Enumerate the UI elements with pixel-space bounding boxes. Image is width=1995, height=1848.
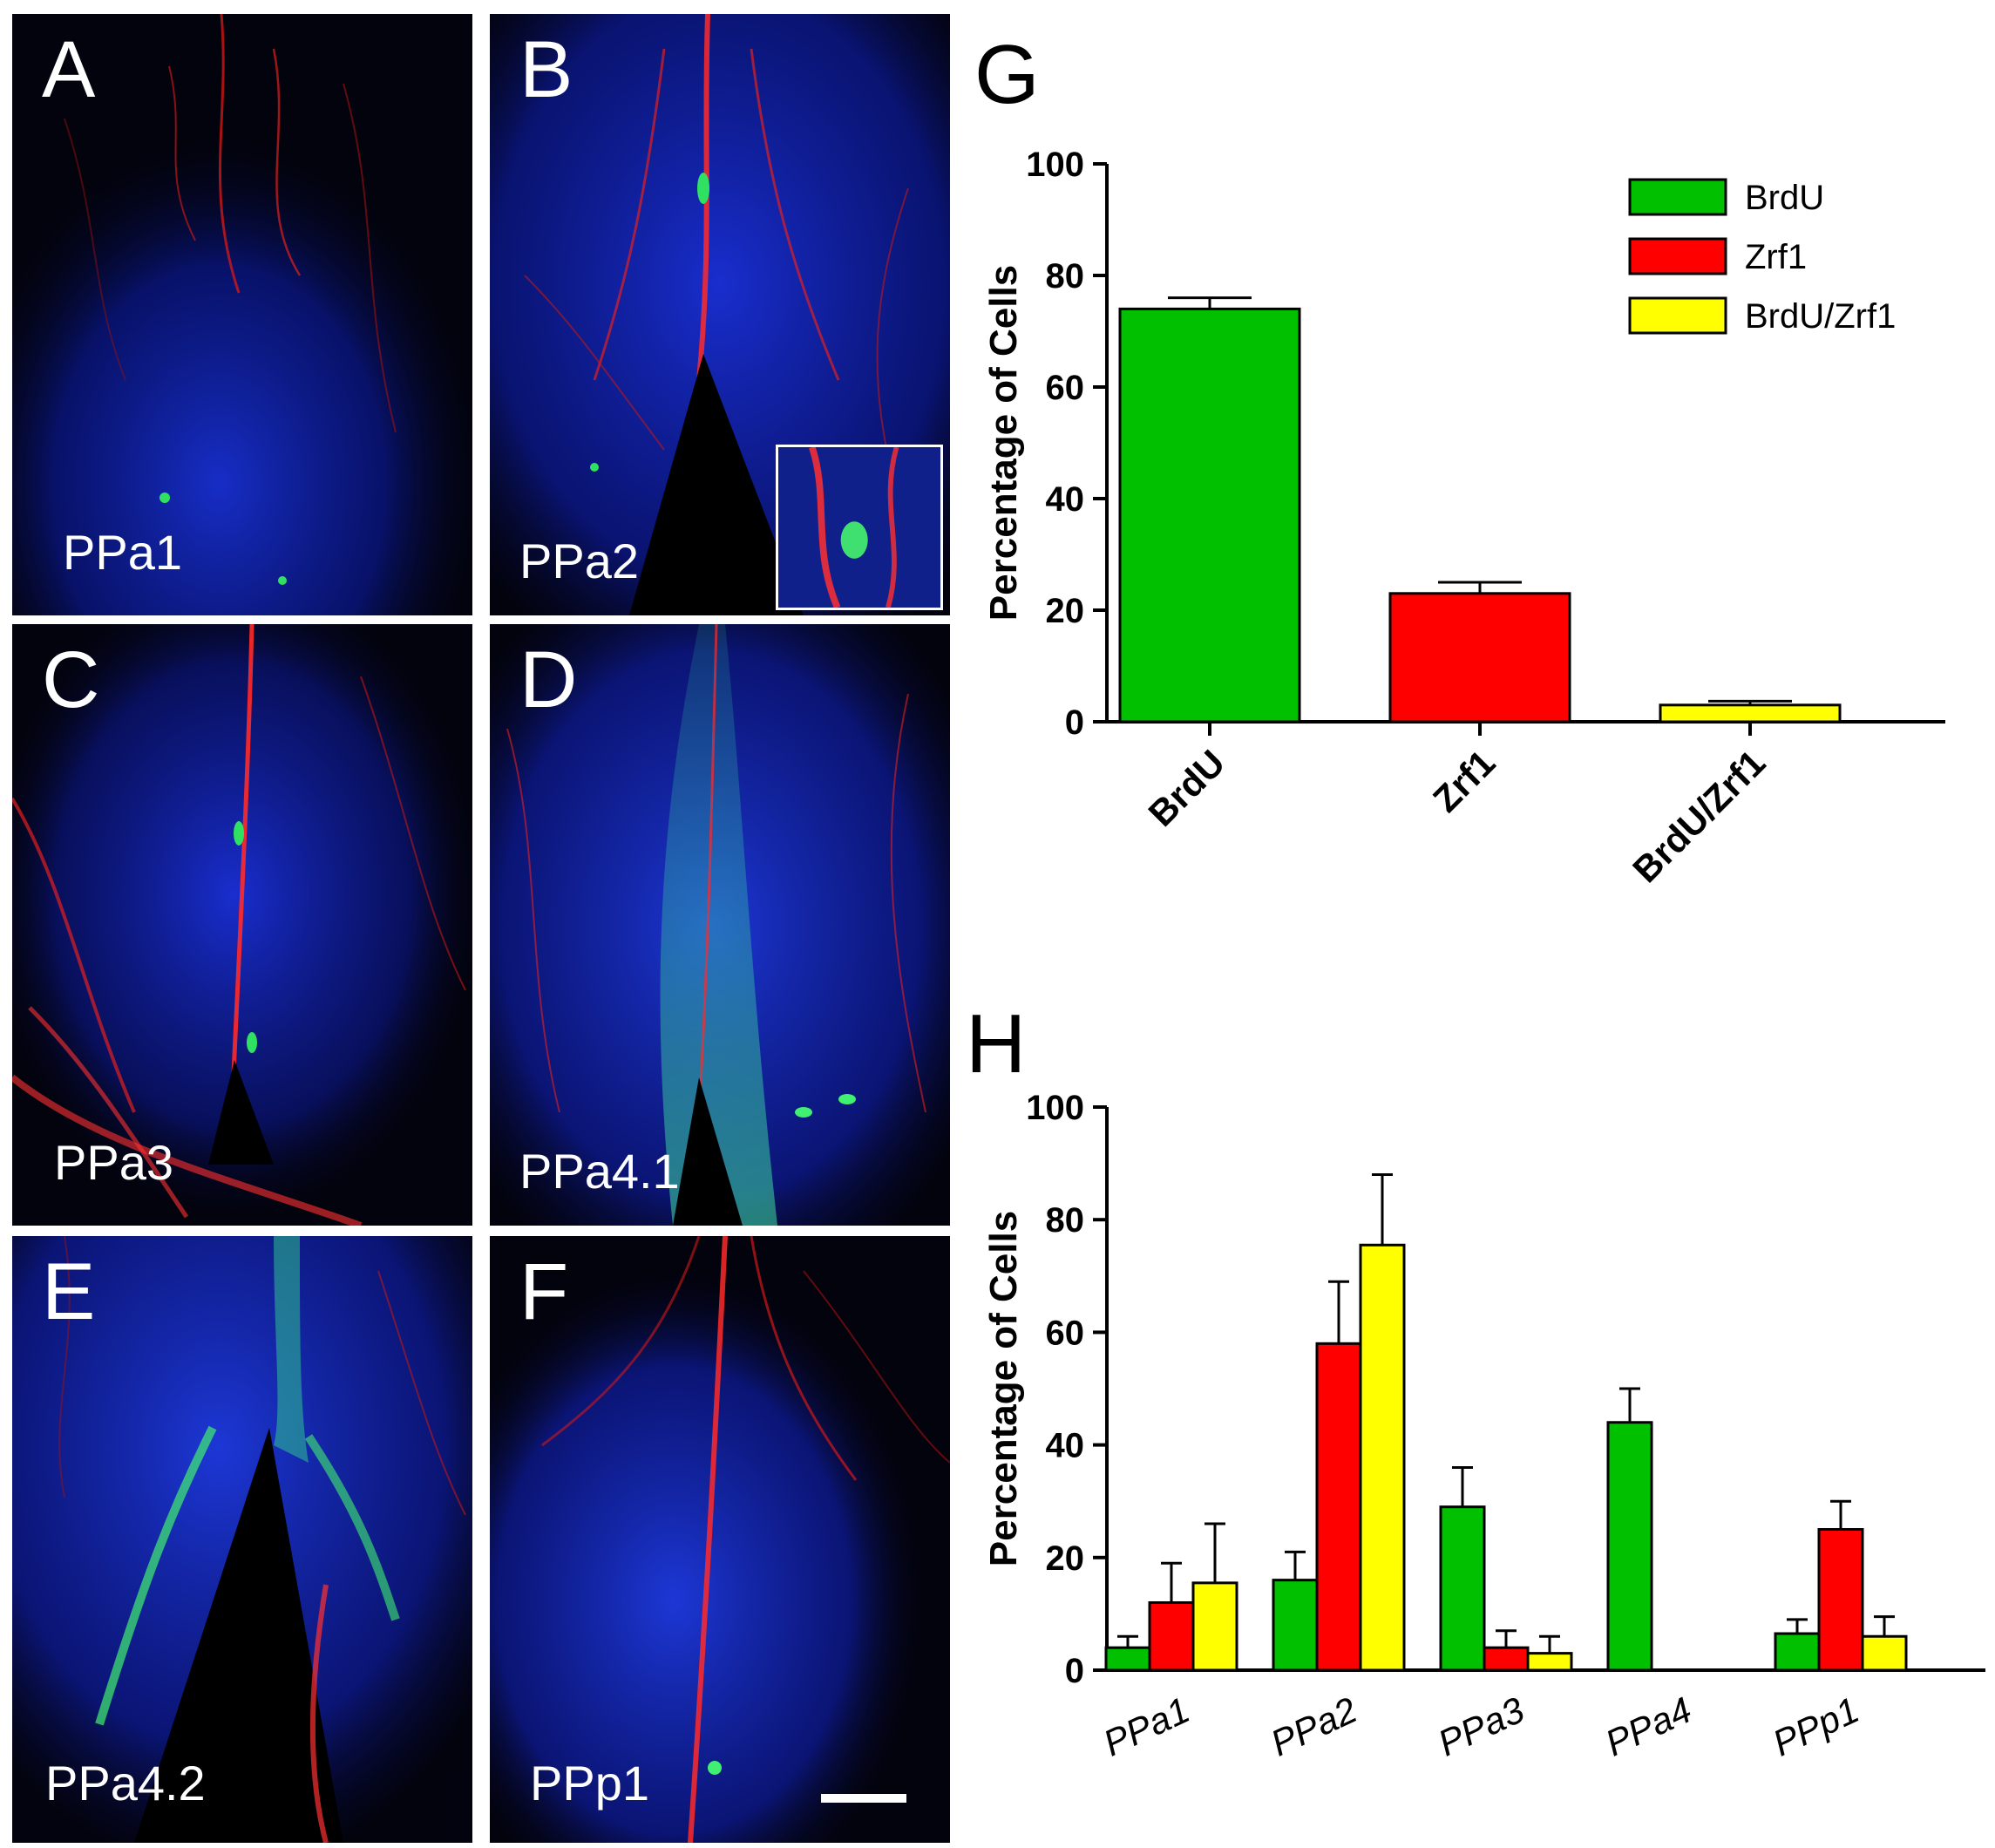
bar bbox=[1439, 1505, 1486, 1672]
legend-label: BrdU/Zrf1 bbox=[1745, 297, 1896, 336]
micrograph-a-image bbox=[12, 14, 472, 615]
bar bbox=[1104, 1646, 1151, 1672]
micrograph-c-image bbox=[12, 624, 472, 1226]
bar bbox=[1483, 1646, 1530, 1672]
bar bbox=[1606, 1421, 1653, 1672]
micrograph-panel-e: E PPa4.2 bbox=[12, 1236, 472, 1843]
x-tick-label: PPp1 bbox=[1767, 1689, 1865, 1764]
micrograph-panel-a: A PPa1 bbox=[12, 14, 472, 615]
y-tick-label: 40 bbox=[1046, 1427, 1085, 1465]
region-label-a: PPa1 bbox=[63, 525, 182, 580]
bar bbox=[1148, 1600, 1195, 1672]
y-tick-label: 0 bbox=[1065, 703, 1084, 742]
panel-letter-b: B bbox=[519, 25, 573, 114]
inset-image bbox=[778, 447, 940, 608]
x-tick-label: Zrf1 bbox=[1425, 742, 1503, 819]
y-tick-label: 80 bbox=[1046, 1201, 1085, 1240]
legend-label: Zrf1 bbox=[1745, 238, 1807, 276]
y-axis-label: Percentage of Cells bbox=[982, 265, 1025, 621]
bar-zrf1 bbox=[1388, 592, 1571, 724]
y-axis-label: Percentage of Cells bbox=[982, 1211, 1025, 1566]
x-tick-label: PPa2 bbox=[1265, 1689, 1363, 1764]
x-tick-label: PPa4 bbox=[1599, 1689, 1698, 1764]
region-label-b: PPa2 bbox=[519, 533, 639, 588]
y-tick-label: 60 bbox=[1046, 1314, 1085, 1352]
panel-letter-d: D bbox=[519, 635, 578, 724]
bar-brdu bbox=[1118, 307, 1301, 724]
legend-label: BrdU bbox=[1745, 179, 1824, 217]
bar bbox=[1315, 1342, 1362, 1672]
x-tick-label: PPa3 bbox=[1432, 1689, 1530, 1764]
micrograph-panel-d: D PPa4.1 bbox=[490, 624, 950, 1226]
x-tick-label: BrdU/Zrf1 bbox=[1625, 742, 1773, 890]
y-tick-label: 60 bbox=[1046, 369, 1085, 407]
micrograph-panel-b: B PPa2 bbox=[490, 14, 950, 615]
micrograph-d-image bbox=[490, 624, 950, 1226]
y-tick-label: 0 bbox=[1065, 1652, 1084, 1690]
micrograph-b-inset bbox=[776, 445, 943, 610]
y-tick-label: 100 bbox=[1026, 1089, 1084, 1127]
y-tick-label: 40 bbox=[1046, 480, 1085, 519]
legend-swatch bbox=[1628, 178, 1727, 216]
panel-letter-e: E bbox=[42, 1247, 96, 1336]
bar bbox=[1191, 1581, 1238, 1672]
y-tick-label: 20 bbox=[1046, 1539, 1085, 1578]
region-label-f: PPp1 bbox=[530, 1756, 649, 1811]
panel-letter-a: A bbox=[42, 25, 96, 114]
bar bbox=[1272, 1579, 1319, 1672]
bar bbox=[1526, 1652, 1573, 1672]
chart-h: 0 20 40 60 80 100 Percentage of Cells PPa1 PPa2 P… bbox=[982, 1089, 1985, 1764]
micrograph-e-image bbox=[12, 1236, 472, 1843]
bar bbox=[1861, 1634, 1908, 1672]
region-label-c: PPa3 bbox=[54, 1135, 173, 1190]
panel-letter-h: H bbox=[966, 997, 1027, 1090]
region-label-e: PPa4.2 bbox=[45, 1756, 206, 1811]
scale-bar bbox=[821, 1794, 906, 1803]
chart-g: 0 20 40 60 80 100 Percentage of Cells BrdU Zrf1 B… bbox=[982, 146, 1945, 890]
panel-letter-c: C bbox=[42, 635, 100, 724]
bar-brdu-zrf1 bbox=[1659, 703, 1842, 724]
micrograph-panel-c: C PPa3 bbox=[12, 624, 472, 1226]
x-tick-label: BrdU bbox=[1141, 742, 1233, 834]
y-tick-label: 80 bbox=[1046, 257, 1085, 296]
micrograph-f-image bbox=[490, 1236, 950, 1843]
legend-swatch bbox=[1628, 296, 1727, 335]
y-tick-label: 100 bbox=[1026, 146, 1084, 184]
x-tick-label: PPa1 bbox=[1097, 1689, 1196, 1764]
micrograph-panel-f: F PPp1 bbox=[490, 1236, 950, 1843]
bar bbox=[1359, 1243, 1406, 1672]
bar bbox=[1817, 1528, 1864, 1672]
panel-letter-g: G bbox=[974, 28, 1040, 121]
legend-swatch bbox=[1628, 237, 1727, 275]
bar bbox=[1774, 1632, 1821, 1672]
region-label-d: PPa4.1 bbox=[519, 1144, 680, 1199]
y-tick-label: 20 bbox=[1046, 592, 1085, 630]
panel-letter-f: F bbox=[519, 1247, 569, 1336]
